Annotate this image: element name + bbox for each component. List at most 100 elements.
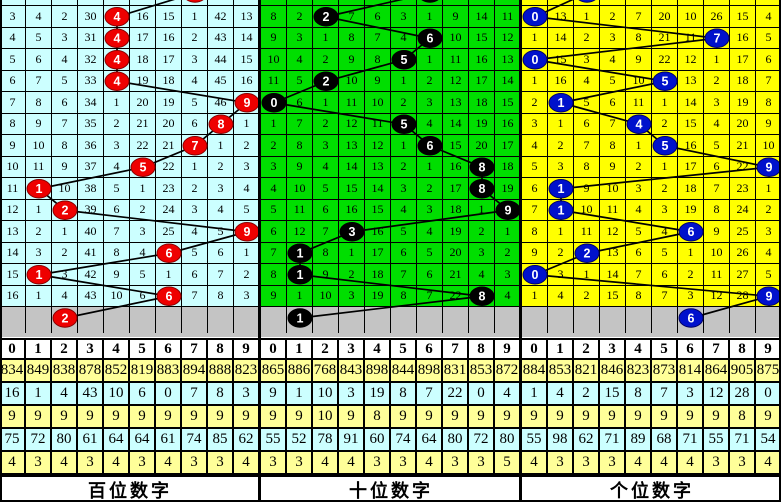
miss-count-cell: 3 [391, 178, 417, 200]
drawn-number-value: 0 [271, 96, 278, 110]
miss-count-cell: 2 [313, 113, 339, 135]
miss-count-cell: 3 [756, 221, 781, 243]
stat-cell: 10 [313, 406, 339, 429]
miss-count-cell: 2 [287, 6, 313, 28]
miss-count-cell: 3 [104, 135, 130, 157]
drawn-number-value: 2 [62, 204, 69, 218]
stat-cell: 0 [756, 383, 781, 406]
stat-cell: 3 [365, 452, 391, 475]
stat-cell: 9 [104, 406, 130, 429]
stat-cell: 9 [391, 406, 417, 429]
miss-count-cell: 26 [730, 242, 756, 264]
miss-count-cell: 6 [574, 113, 600, 135]
miss-count-cell: 1 [182, 6, 208, 28]
miss-count-cell: 17 [130, 27, 156, 49]
miss-count-cell: 26 [704, 6, 730, 28]
miss-count-cell: 5 [26, 27, 52, 49]
drawn-number-circle [522, 265, 548, 285]
trend-line-overlay: 7444498751296162 [26, 0, 260, 328]
stat-cell: 10 [104, 383, 130, 406]
miss-count-cell: 4 [574, 70, 600, 92]
miss-count-cell: 8 [26, 92, 52, 114]
miss-count-cell: 1 [391, 70, 417, 92]
miss-count-cell: 4 [104, 156, 130, 178]
drawn-number-value: 4 [114, 75, 121, 89]
digit-header-cell: 5 [652, 338, 678, 360]
miss-count-cell: 8 [600, 135, 626, 157]
drawn-number-circle [52, 308, 78, 328]
miss-count-cell: 2 [600, 6, 626, 28]
stat-cell: 7 [652, 383, 678, 406]
miss-count-cell: 1 [208, 135, 234, 157]
drawn-number-circle [313, 71, 339, 91]
stat-cell: 823 [626, 360, 652, 383]
miss-count-cell: 5 [652, 242, 678, 264]
miss-count-cell: 2 [313, 49, 339, 71]
stat-cell: 883 [156, 360, 182, 383]
miss-count-cell: 7 [574, 135, 600, 157]
miss-count-cell: 6 [313, 199, 339, 221]
stat-cell: 52 [287, 429, 313, 452]
miss-count-cell: 19 [678, 199, 704, 221]
miss-count-cell: 11 [26, 156, 52, 178]
stat-cell: 62 [574, 429, 600, 452]
miss-count-cell: 1 [704, 49, 730, 71]
miss-count-cell: 6 [626, 242, 652, 264]
miss-count-cell: 1 [313, 92, 339, 114]
miss-count-cell: 1 [156, 264, 182, 286]
miss-count-cell: 27 [730, 264, 756, 286]
panel-title-hundreds: 百位数字 [0, 475, 260, 502]
digit-header-cell: 3 [600, 338, 626, 360]
stat-cell: 9 [678, 406, 704, 429]
stat-cell: 3 [574, 452, 600, 475]
miss-count-cell: 1 [756, 178, 781, 200]
drawn-number-value: 9 [244, 96, 251, 110]
miss-count-cell: 2 [469, 221, 495, 243]
stat-cell: 9 [756, 406, 781, 429]
miss-count-cell: 7 [287, 113, 313, 135]
drawn-number-circle [261, 93, 287, 113]
stat-cell: 4 [313, 452, 339, 475]
digit-header-cell: 2 [574, 338, 600, 360]
miss-count-cell: 24 [730, 199, 756, 221]
stat-cell: 0 [156, 383, 182, 406]
digit-header-cell: 9 [756, 338, 781, 360]
miss-count-cell: 11 [365, 113, 391, 135]
miss-count-cell: 19 [730, 92, 756, 114]
drawn-number-value: 4 [114, 53, 121, 67]
miss-count-cell: 8 [704, 199, 730, 221]
drawn-number-value: 8 [479, 161, 486, 175]
drawn-number-value: 5 [662, 75, 669, 89]
miss-count-cell: 7 [104, 221, 130, 243]
digit-header-cell: 1 [548, 338, 574, 360]
drawn-number-value: 2 [323, 75, 330, 89]
miss-count-cell: 19 [365, 285, 391, 307]
miss-count-cell: 16 [678, 135, 704, 157]
miss-count-cell: 9 [313, 264, 339, 286]
miss-count-cell: 3 [130, 221, 156, 243]
miss-count-cell: 25 [156, 221, 182, 243]
stat-cell: 9 [208, 406, 234, 429]
miss-count-cell: 2 [678, 264, 704, 286]
miss-count-cell: 5 [756, 264, 781, 286]
miss-count-cell: 3 [522, 113, 548, 135]
miss-count-cell: 9 [443, 6, 469, 28]
miss-count-cell: 7 [0, 92, 26, 114]
miss-count-cell: 24 [156, 199, 182, 221]
drawn-number-value: 7 [192, 139, 199, 153]
stat-cell: 91 [339, 429, 365, 452]
miss-count-cell: 7 [391, 264, 417, 286]
miss-count-cell: 11 [574, 221, 600, 243]
stat-cell: 834 [0, 360, 26, 383]
drawn-number-value: 6 [688, 225, 695, 239]
miss-count-cell: 4 [756, 243, 781, 264]
drawn-number-value: 0 [532, 268, 539, 282]
miss-count-cell: 2 [574, 27, 600, 49]
miss-count-cell: 20 [730, 113, 756, 135]
stat-cell: 43 [78, 383, 104, 406]
units-trend-grid: 13 1 2 7 20 10 26 15 4 1 14 2 3 8 21 11 16 5 15 3 4 9 22 12 1 17 6… [522, 0, 781, 337]
miss-count-cell: 8 [574, 156, 600, 178]
stat-cell: 85 [208, 429, 234, 452]
drawn-number-value: 9 [766, 161, 773, 175]
